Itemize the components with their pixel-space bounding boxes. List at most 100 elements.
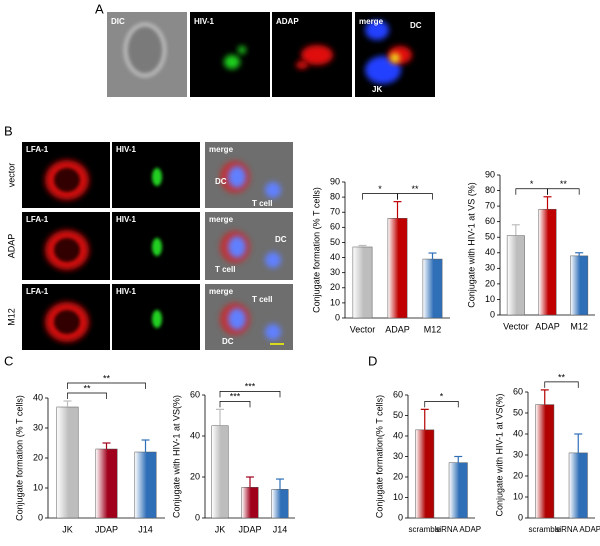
y-tick-label: 40: [33, 392, 43, 402]
y-tick-label: 50: [393, 410, 403, 420]
significance-label: **: [103, 373, 111, 383]
x-tick-label: M12: [570, 321, 588, 331]
cell-label: T cell: [252, 199, 272, 208]
y-tick-label: 80: [485, 185, 495, 195]
bar: [387, 218, 408, 319]
significance-label: **: [560, 179, 568, 189]
y-tick-label: 90: [330, 176, 340, 186]
x-tick-label: JK: [215, 524, 226, 534]
panel-label: C: [4, 353, 13, 368]
y-axis-label: Conjugate formation (% T cells): [14, 395, 24, 521]
significance-bracket: [544, 381, 579, 388]
x-tick-label: ADAP: [535, 321, 560, 331]
x-tick-label: M12: [424, 324, 442, 334]
y-tick-label: 60: [513, 386, 523, 396]
y-tick-label: 60: [485, 216, 495, 226]
significance-label: **: [411, 184, 419, 194]
bar: [570, 255, 589, 316]
y-axis-label: Conjugate with HIV-1 at VS (%): [466, 182, 476, 308]
y-tick-label: 60: [393, 389, 403, 399]
y-tick-label: 30: [513, 449, 523, 459]
y-tick-label: 40: [393, 430, 403, 440]
significance-label: *: [378, 184, 382, 194]
cell-signal: [365, 56, 401, 84]
y-tick-label: 20: [33, 452, 43, 462]
y-tick-label: 30: [330, 267, 340, 277]
row-label: ADAP: [6, 234, 16, 259]
y-tick-label: 10: [33, 482, 43, 492]
bar: [538, 208, 557, 316]
significance-label: ***: [245, 382, 256, 392]
y-tick-label: 50: [513, 407, 523, 417]
significance-bracket: [424, 401, 459, 408]
y-tick-label: 40: [330, 252, 340, 262]
y-tick-label: 0: [335, 312, 340, 322]
significance-label: **: [83, 383, 91, 393]
y-axis-label: Conjugate with HIV-1 at VS(%): [171, 395, 181, 518]
significance-bracket: [547, 188, 580, 195]
cell-signal: [265, 182, 281, 198]
cell-signal: [228, 308, 246, 330]
y-tick-label: 10: [330, 297, 340, 307]
y-tick-label: 30: [485, 263, 495, 273]
significance-bracket: [219, 391, 281, 398]
bar: [95, 448, 118, 519]
y-axis-label: Conjugate with HIV-1 at VS(%): [494, 393, 504, 516]
x-tick-label: scramble: [409, 525, 442, 534]
cell-signal: [54, 238, 80, 262]
significance-bracket: [67, 392, 107, 399]
bar: [506, 235, 525, 316]
significance-label: **: [558, 372, 566, 382]
cell-label: JK: [372, 85, 382, 94]
y-tick-label: 50: [485, 232, 495, 242]
cell-label: DC: [410, 21, 422, 30]
cell-signal: [152, 310, 162, 328]
significance-label: *: [530, 179, 534, 189]
y-tick-label: 40: [485, 247, 495, 257]
cell-label: DC: [222, 337, 234, 346]
y-tick-label: 0: [195, 512, 200, 522]
cell-label: T cell: [252, 295, 272, 304]
y-tick-label: 30: [393, 451, 403, 461]
tile-label: HIV-1: [116, 215, 137, 224]
panel-label: D: [368, 353, 377, 368]
y-tick-label: 70: [330, 207, 340, 217]
bar: [352, 246, 373, 319]
tile-label: HIV-1: [116, 287, 137, 296]
micrograph: [190, 12, 270, 97]
bar: [535, 404, 555, 519]
x-tick-label: JK: [62, 524, 73, 534]
y-tick-label: 20: [190, 471, 200, 481]
significance-bracket: [397, 193, 433, 200]
x-tick-label: JDAP: [95, 524, 118, 534]
y-tick-label: 70: [485, 200, 495, 210]
bar: [241, 487, 259, 519]
y-tick-label: 20: [513, 470, 523, 480]
y-tick-label: 0: [490, 309, 495, 319]
cell-label: DC: [215, 177, 227, 186]
x-tick-label: scramble: [529, 525, 562, 534]
x-tick-label: siRNA ADAP: [435, 525, 481, 534]
x-tick-label: JDAP: [238, 524, 261, 534]
bar: [211, 425, 229, 519]
cell-signal: [301, 45, 333, 65]
tile-label: merge: [209, 145, 234, 154]
cell-signal: [390, 53, 400, 63]
y-tick-label: 10: [393, 492, 403, 502]
bar: [422, 258, 443, 319]
panel-label: A: [95, 1, 104, 16]
y-tick-label: 20: [393, 471, 403, 481]
cell-signal: [152, 168, 162, 186]
tile-label: merge: [359, 17, 384, 26]
cell-signal: [265, 324, 281, 340]
bar: [56, 406, 79, 519]
cell-label: T cell: [215, 265, 235, 274]
y-tick-label: 0: [518, 512, 523, 522]
significance-bracket: [219, 401, 251, 408]
x-tick-label: J14: [138, 524, 153, 534]
cell-signal: [228, 166, 246, 188]
cell-signal: [54, 310, 80, 334]
bar: [448, 462, 468, 519]
cell-signal: [296, 61, 308, 69]
